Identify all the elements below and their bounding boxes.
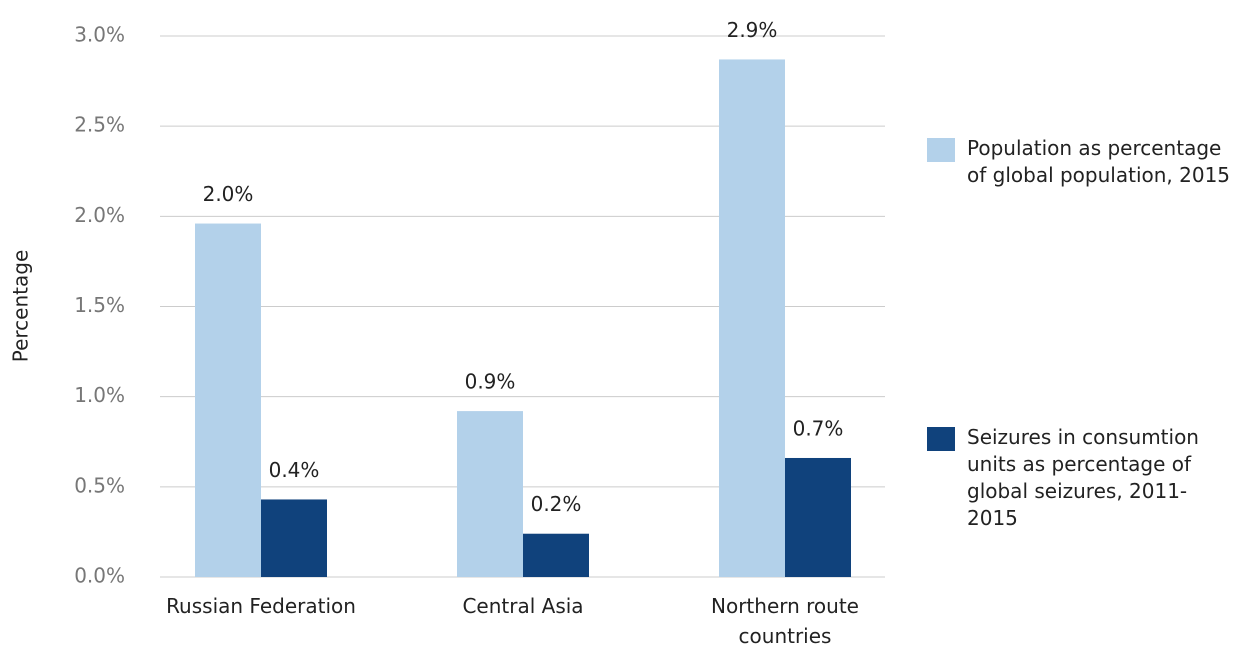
y-tick-label: 3.0% — [74, 23, 125, 47]
value-label: 2.9% — [727, 18, 778, 42]
x-tick-label: Northern route countries — [711, 594, 859, 648]
y-tick-label: 0.0% — [74, 564, 125, 588]
legend-label: Population as percentage of global popul… — [967, 136, 1231, 187]
y-tick-label: 1.0% — [74, 383, 125, 407]
y-tick-label: 1.5% — [74, 293, 125, 317]
x-tick-label: Central Asia — [462, 594, 584, 618]
value-label: 0.2% — [531, 492, 582, 516]
x-tick-label: Russian Federation — [166, 594, 356, 618]
legend-label: Seizures in consumtion units as percenta… — [967, 425, 1199, 530]
y-axis-label: Percentage — [9, 250, 33, 363]
y-tick-label: 0.5% — [74, 473, 125, 497]
y-tick-label: 2.5% — [74, 113, 125, 137]
value-label: 0.9% — [465, 370, 516, 394]
bar — [785, 457, 851, 577]
legend-swatch — [927, 427, 955, 451]
bar — [719, 59, 785, 577]
value-label: 0.4% — [269, 458, 320, 482]
y-tick-label: 2.0% — [74, 203, 125, 227]
value-label: 2.0% — [203, 182, 254, 206]
bar — [195, 223, 261, 577]
bar — [523, 533, 589, 577]
legend-swatch — [927, 138, 955, 162]
bar — [457, 411, 523, 577]
bar — [261, 499, 327, 577]
value-label: 0.7% — [793, 416, 844, 440]
